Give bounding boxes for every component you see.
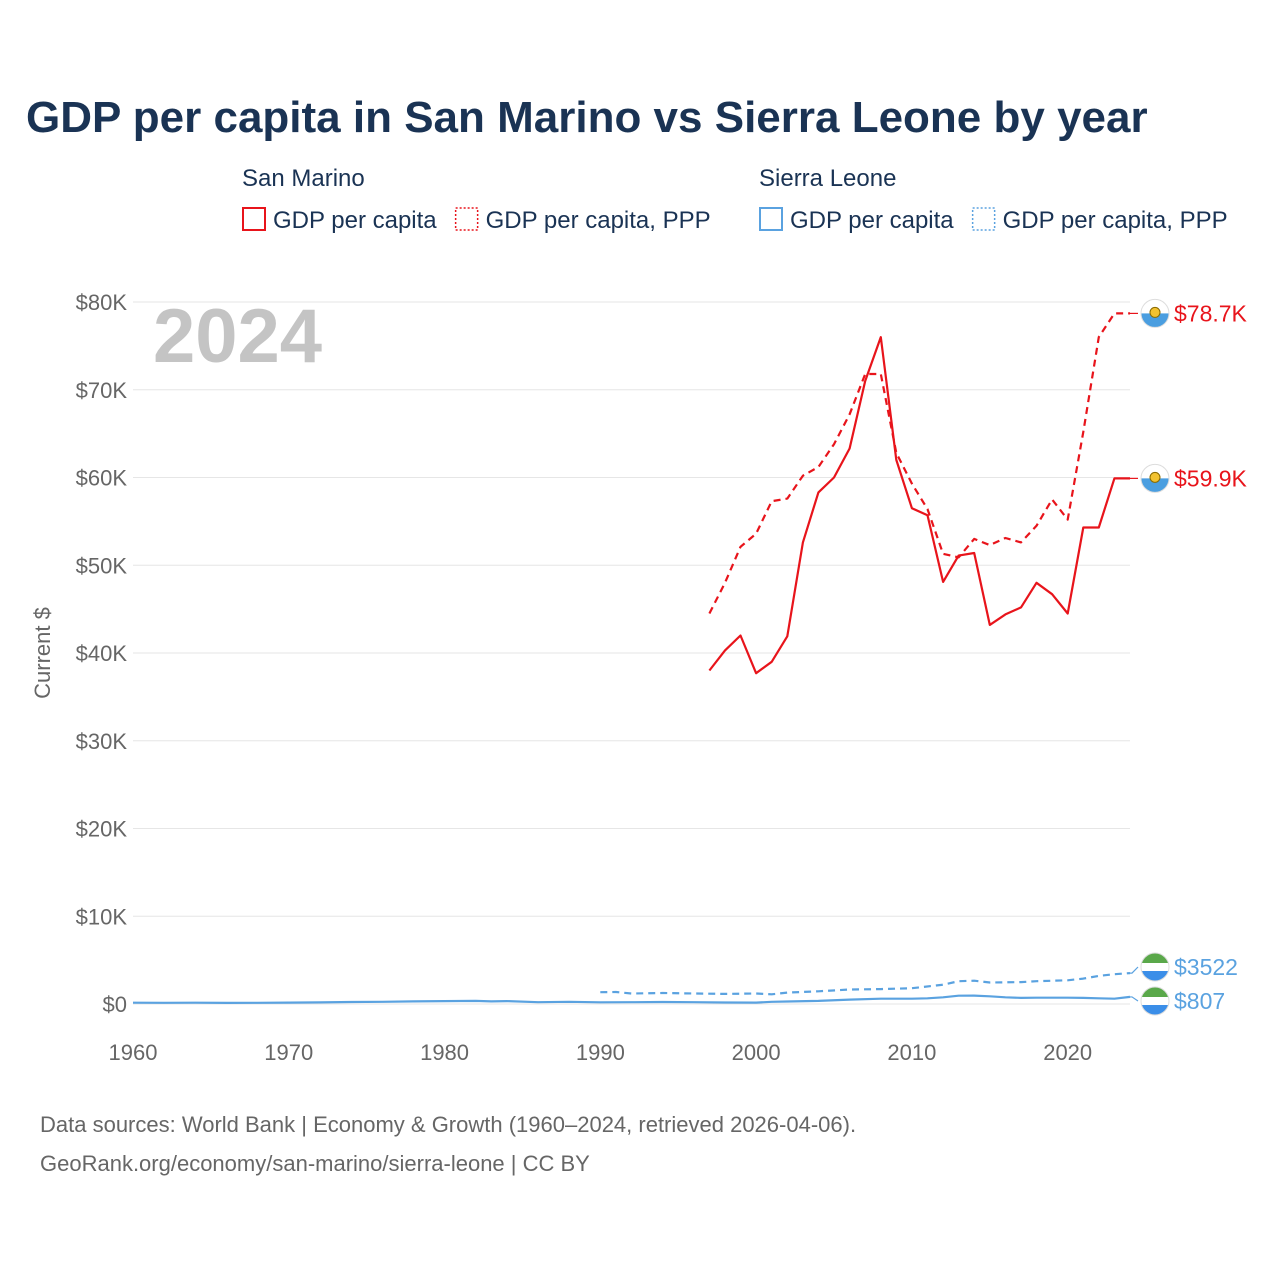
x-tick-label: 2020 (1043, 1040, 1092, 1065)
san-marino-flag-icon (1140, 298, 1170, 328)
y-axis-label: Current $ (30, 607, 55, 699)
legend-item-label[interactable]: GDP per capita (273, 207, 437, 234)
y-tick-label: $80K (76, 290, 128, 315)
end-value-label: $3522 (1174, 954, 1238, 980)
current-year-watermark: 2024 (153, 294, 322, 379)
y-tick-label: $0 (103, 992, 127, 1017)
y-tick-label: $20K (76, 817, 128, 842)
legend-swatch[interactable] (759, 207, 783, 231)
series-line (708, 336, 1130, 675)
legend: San Marino GDP per capita GDP per capita, … (242, 165, 1228, 234)
sierra-leone-flag-icon (1140, 952, 1170, 982)
series-line (708, 312, 1130, 614)
source-line-1: Data sources: World Bank | Economy & Gro… (40, 1112, 856, 1137)
sierra-leone-flag-icon (1140, 986, 1170, 1016)
y-tick-label: $50K (76, 553, 128, 578)
y-tick-label: $30K (76, 729, 128, 754)
end-value-label: $807 (1174, 988, 1225, 1014)
end-value-label: $59.9K (1174, 465, 1248, 491)
y-tick-label: $40K (76, 641, 128, 666)
end-label-connector (1130, 996, 1139, 1002)
legend-item-label[interactable]: GDP per capita (790, 207, 954, 234)
y-axis: $0 $10K $20K $30K $40K $50K $60K $70K $80K (76, 290, 128, 1017)
chart-title: GDP per capita in San Marino vs Sierra L… (26, 93, 1148, 142)
y-tick-label: $60K (76, 466, 128, 491)
legend-swatch[interactable] (971, 207, 996, 231)
san-marino-flag-icon (1140, 463, 1170, 493)
source-line-2: GeoRank.org/economy/san-marino/sierra-le… (40, 1151, 590, 1176)
legend-swatch[interactable] (242, 207, 266, 231)
x-tick-label: 1990 (576, 1040, 625, 1065)
x-tick-label: 1970 (264, 1040, 313, 1065)
end-labels: $59.9K $78.7K $807 $3522 (1130, 298, 1248, 1016)
legend-swatch[interactable] (454, 207, 479, 231)
grid (133, 301, 1130, 1005)
legend-item-label[interactable]: GDP per capita, PPP (486, 207, 711, 234)
legend-group-title: Sierra Leone (759, 165, 896, 192)
x-tick-label: 1980 (420, 1040, 469, 1065)
x-tick-label: 1960 (109, 1040, 158, 1065)
series (132, 312, 1131, 1005)
end-value-label: $78.7K (1174, 300, 1248, 326)
series-line (132, 994, 1131, 1005)
y-tick-label: $70K (76, 378, 128, 403)
legend-group-title: San Marino (242, 165, 365, 192)
x-tick-label: 2010 (887, 1040, 936, 1065)
legend-item-label[interactable]: GDP per capita, PPP (1003, 207, 1228, 234)
end-label-connector (1130, 966, 1139, 974)
series-line (600, 972, 1131, 996)
x-tick-label: 2000 (732, 1040, 781, 1065)
y-tick-label: $10K (76, 904, 128, 929)
x-axis: 1960 1970 1980 1990 2000 2010 2020 (109, 1040, 1093, 1065)
